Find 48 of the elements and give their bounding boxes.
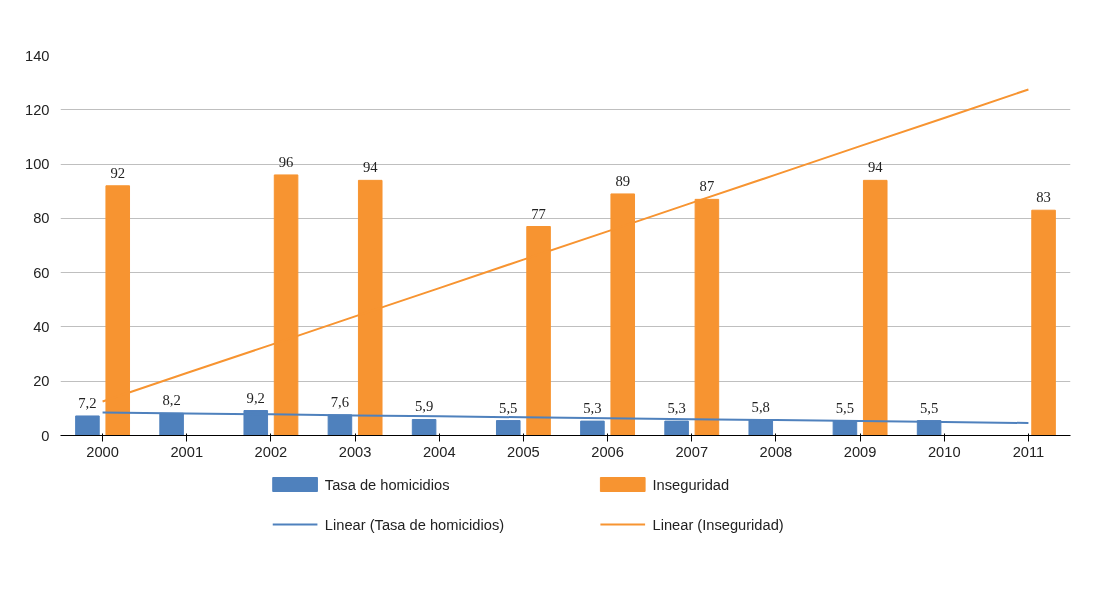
data-label: 96 [278,153,294,170]
x-tick-label: 2010 [927,443,961,460]
bar [75,415,100,436]
x-tick-label: 2000 [86,443,119,460]
data-label: 89 [615,172,631,189]
x-tick-label: 2003 [338,443,372,460]
data-label: 9,2 [246,389,265,406]
y-tick-label: 140 [25,47,50,64]
x-tick-label: 2002 [254,443,288,460]
data-label: 77 [531,205,546,222]
data-label: 94 [362,159,379,176]
y-tick-label: 40 [33,318,50,335]
legend-label: Linear (Inseguridad) [652,516,784,533]
y-tick-label: 20 [33,373,50,390]
bar [1031,209,1056,436]
x-tick-label: 2011 [1012,443,1045,460]
data-label: 5,5 [499,399,518,416]
data-label: 5,3 [667,400,686,417]
data-label: 7,2 [78,394,97,411]
data-label: 5,5 [835,399,855,416]
data-label: 5,8 [751,398,770,415]
data-label: 7,6 [330,393,350,410]
x-tick-label: 2008 [759,443,793,460]
legend-label: Inseguridad [652,476,730,493]
data-label: 5,9 [414,398,434,415]
bar [862,179,888,436]
x-tick-label: 2001 [170,443,204,460]
data-label: 94 [867,159,884,176]
y-tick-label: 100 [25,156,50,173]
x-tick-label: 2005 [507,443,540,460]
data-label: 8,2 [162,392,181,409]
data-label: 87 [699,178,715,195]
data-label: 92 [110,164,126,181]
x-tick-label: 2006 [591,443,624,460]
x-tick-label: 2004 [422,443,456,460]
bar [495,420,521,436]
x-tick-label: 2007 [675,443,709,460]
data-label: 5,5 [919,399,939,416]
y-tick-label: 0 [41,427,50,444]
data-label: 83 [1036,189,1051,206]
legend-label: Linear (Tasa de homicidios) [324,516,505,533]
bar [411,418,437,436]
y-tick-label: 60 [33,264,50,281]
y-tick-label: 80 [33,210,50,227]
y-tick-label: 120 [25,101,50,118]
x-tick-label: 2009 [843,443,877,460]
data-label: 5,3 [583,400,602,417]
legend-label: Tasa de homicidios [324,476,450,493]
